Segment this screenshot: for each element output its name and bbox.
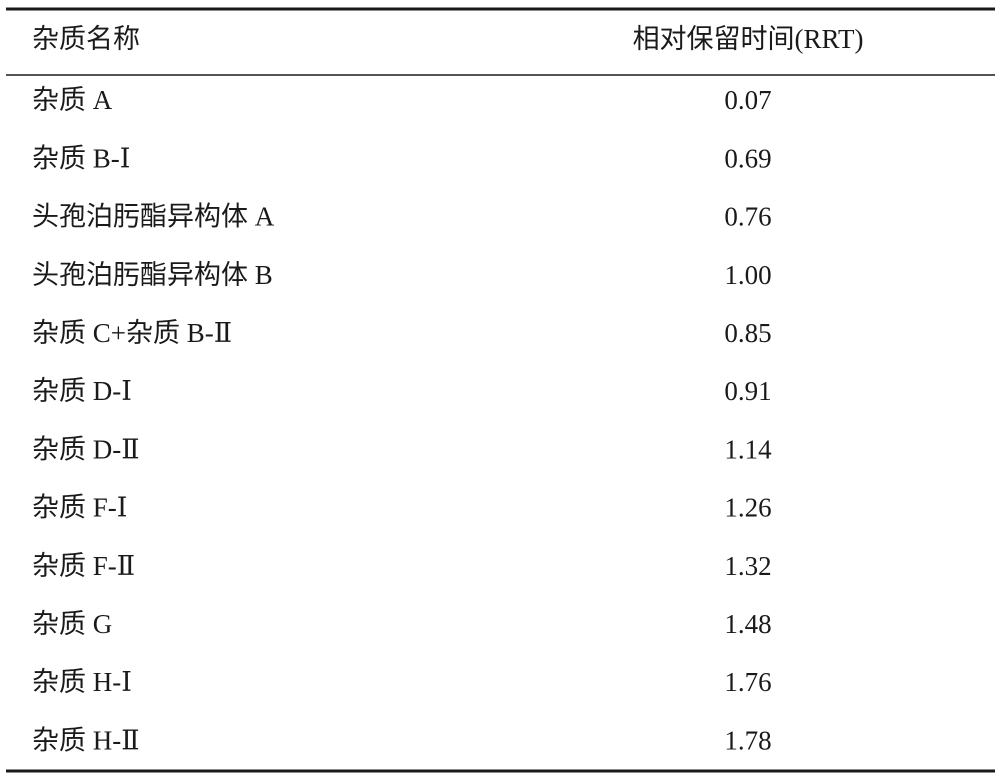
rrt-cell: 1.14 (724, 434, 772, 464)
header-cell: 杂质名称 (32, 24, 140, 54)
rrt-cell: 1.32 (724, 551, 771, 581)
header-cell: 相对保留时间(RRT) (633, 24, 864, 54)
name-cell: 头孢泊肟酯异构体 B (32, 260, 273, 290)
rrt-cell: 0.07 (724, 85, 771, 115)
name-cell: 杂质 D-Ⅱ (32, 434, 140, 464)
name-cell: 头孢泊肟酯异构体 A (32, 202, 275, 232)
name-cell: 杂质 A (32, 85, 113, 115)
rrt-cell: 0.76 (724, 202, 771, 232)
rrt-cell: 1.76 (724, 667, 771, 697)
rrt-cell: 0.91 (724, 376, 771, 406)
rrt-cell: 0.85 (724, 318, 771, 348)
name-cell: 杂质 G (32, 609, 112, 639)
name-cell: 杂质 H-Ⅱ (32, 725, 140, 755)
rrt-cell: 1.00 (724, 260, 771, 290)
rrt-cell: 1.48 (724, 609, 771, 639)
name-cell: 杂质 F-Ⅱ (32, 551, 135, 581)
name-cell: 杂质 B-Ⅰ (32, 143, 130, 173)
name-cell: 杂质 H-Ⅰ (32, 667, 132, 697)
rrt-cell: 1.78 (724, 725, 771, 755)
rrt-cell: 0.69 (724, 143, 771, 173)
name-cell: 杂质 D-Ⅰ (32, 376, 132, 406)
rrt-cell: 1.26 (724, 493, 771, 523)
name-cell: 杂质 F-Ⅰ (32, 493, 127, 523)
name-cell: 杂质 C+杂质 B-Ⅱ (32, 318, 232, 348)
